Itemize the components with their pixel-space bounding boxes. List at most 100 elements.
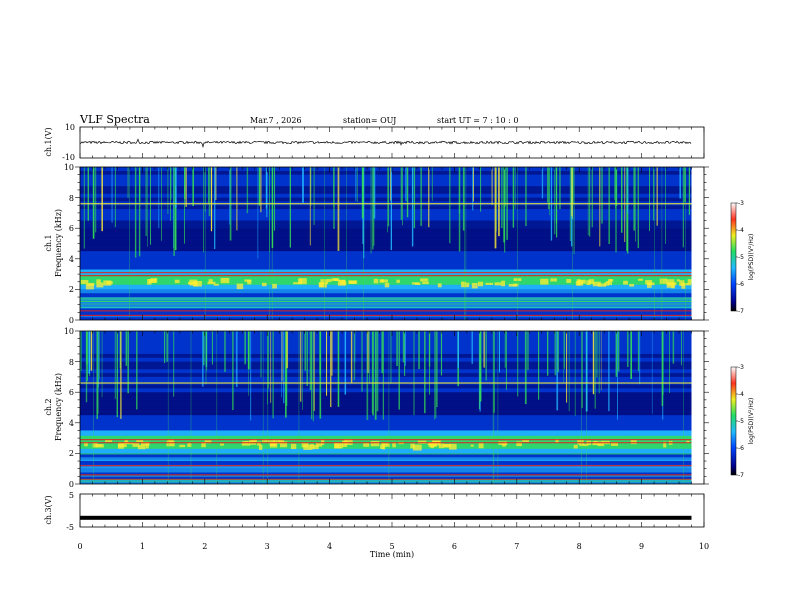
sferic-streak — [563, 331, 565, 383]
sferic-streak — [313, 331, 315, 411]
spec-band — [80, 167, 692, 171]
ch1-colorbar-tick-m7: -7 — [738, 308, 744, 315]
sferic-streak — [547, 167, 549, 203]
sferic-streak — [283, 331, 285, 404]
sferic-streak — [211, 331, 214, 365]
sferic-streak — [266, 167, 268, 218]
sferic-streak — [87, 167, 89, 221]
emission-speck — [315, 443, 323, 447]
sferic-full — [388, 331, 390, 484]
sferic-streak — [564, 331, 565, 369]
emission-speck — [166, 441, 175, 447]
sferic-streak — [260, 331, 262, 378]
ch3-waveform-trace — [80, 515, 692, 520]
sferic-streak — [381, 331, 384, 374]
sferic-streak — [138, 167, 141, 257]
sferic-streak — [270, 331, 272, 403]
sferic-streak — [164, 331, 166, 364]
sferic-streak — [247, 331, 250, 370]
sferic-streak — [203, 167, 205, 253]
spec-band — [80, 415, 692, 419]
emission-speck — [555, 439, 559, 443]
sferic-streak — [236, 167, 238, 231]
sferic-streak — [608, 167, 611, 244]
low-freq-line — [80, 316, 692, 318]
low-freq-line — [80, 306, 692, 308]
spec-band — [80, 312, 692, 317]
sferic-streak — [681, 331, 682, 366]
sferic-streak — [306, 331, 308, 387]
spec-band — [80, 209, 692, 213]
sferic-streak — [635, 167, 637, 242]
ch1-ytick-bottom: -10 — [62, 153, 75, 162]
spec-band — [80, 373, 692, 377]
ch2-freq-tick-2: 2 — [69, 449, 74, 458]
sferic-streak — [398, 331, 400, 410]
sferic-streak — [281, 331, 283, 382]
ch1-colorbar-label: log(PSD)(V²/Hz) — [748, 234, 755, 281]
sferic-streak — [400, 167, 403, 220]
sferic-streak — [258, 167, 261, 206]
sferic-streak — [483, 331, 485, 368]
sferic-streak — [503, 167, 505, 243]
sferic-streak — [173, 167, 174, 249]
emission-speck — [384, 282, 390, 288]
emission-speck — [320, 439, 325, 445]
ch3-ytick-top: 5 — [69, 491, 74, 500]
emission-speck — [638, 278, 643, 281]
sferic-streak — [330, 331, 332, 408]
emission-speck — [501, 280, 506, 287]
sferic-streak — [431, 167, 433, 201]
spectral-line-4 — [80, 439, 692, 441]
emission-speck — [241, 443, 251, 446]
emission-speck — [663, 441, 667, 448]
sferic-streak — [374, 331, 377, 420]
ch1-colorbar-tick-m6: -6 — [738, 281, 744, 288]
emission-speck — [666, 279, 675, 286]
spec-band — [80, 411, 692, 416]
spec-band — [80, 262, 692, 267]
time-tick-3: 3 — [265, 542, 270, 551]
sferic-streak — [147, 167, 148, 247]
emission-speck — [610, 442, 619, 446]
ch1-spectrogram-panel: 0 2 4 6 8 10 ch.1 Frequency (kHz) -3 -4 … — [44, 163, 755, 325]
sferic-streak — [372, 331, 374, 416]
emission-speck — [588, 279, 595, 285]
ch2-spectrogram-ylabel-1: ch.2 — [44, 398, 53, 415]
sferic-full — [269, 167, 270, 320]
sferic-streak — [402, 331, 405, 363]
sferic-streak — [390, 167, 392, 251]
sferic-streak — [88, 331, 91, 374]
spec-band — [80, 353, 692, 358]
emission-speck — [438, 443, 444, 449]
emission-speck — [508, 283, 517, 287]
sferic-streak — [319, 331, 322, 419]
emission-speck — [193, 280, 202, 287]
emission-speck — [344, 438, 353, 445]
sferic-full — [492, 331, 494, 484]
sferic-streak — [85, 331, 88, 403]
ch1-freq-tick-10: 10 — [64, 163, 74, 172]
sferic-streak — [86, 331, 88, 365]
spec-band — [80, 316, 692, 320]
sferic-streak — [101, 331, 103, 398]
sferic-streak — [208, 167, 210, 204]
spec-band — [80, 170, 692, 175]
ch1-spectrogram-ylabel-2: Frequency (kHz) — [54, 209, 63, 277]
sferic-streak — [571, 167, 573, 217]
spec-band — [80, 392, 692, 397]
sferic-streak — [326, 331, 328, 396]
low-freq-line — [80, 300, 692, 302]
ch2-colorbar-label: log(PSD)(V²/Hz) — [748, 398, 755, 445]
sferic-streak — [224, 331, 226, 372]
sferic-streak — [525, 167, 527, 227]
sferic-streak — [512, 167, 515, 228]
emission-speck — [201, 442, 206, 448]
emission-speck — [448, 443, 457, 450]
emission-speck — [261, 282, 267, 287]
sferic-streak — [356, 167, 358, 202]
ch1-colorbar-tick-m4: -4 — [738, 227, 744, 234]
ch3-ytick-bottom: -5 — [66, 523, 74, 532]
spectral-line-0 — [80, 478, 692, 481]
ch2-freq-tick-4: 4 — [69, 419, 74, 428]
